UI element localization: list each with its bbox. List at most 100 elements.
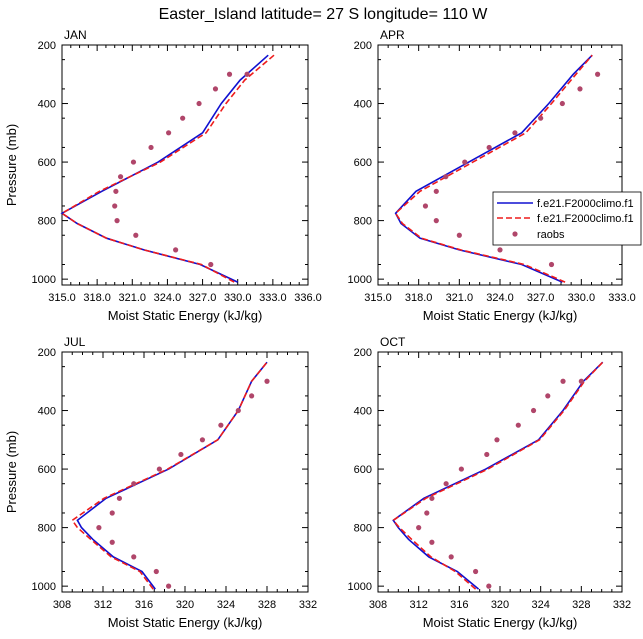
plot-frame bbox=[61, 351, 309, 593]
raobs-point bbox=[433, 188, 439, 194]
raobs-point bbox=[548, 261, 555, 268]
raobs-point bbox=[424, 510, 430, 516]
x-tick-label: 333.0 bbox=[259, 292, 287, 304]
x-axis-label: Moist Static Energy (kJ/kg) bbox=[423, 308, 578, 323]
y-tick-label: 600 bbox=[38, 157, 56, 169]
y-tick-label: 1000 bbox=[348, 274, 372, 286]
raobs-point bbox=[196, 100, 202, 107]
x-tick-label: 324 bbox=[217, 599, 235, 611]
raobs-point bbox=[114, 218, 120, 224]
raobs-point bbox=[112, 203, 118, 209]
raobs-point bbox=[113, 188, 119, 194]
x-tick-label: 312 bbox=[94, 599, 112, 611]
x-tick-label: 308 bbox=[53, 599, 71, 611]
raobs-point bbox=[264, 378, 270, 384]
x-tick-label: 332 bbox=[299, 599, 317, 611]
x-tick-label: 336.0 bbox=[294, 292, 322, 304]
raobs-point bbox=[512, 130, 518, 136]
legend-label: f.e21.F2000climo.f1 bbox=[537, 213, 634, 225]
x-tick-label: 324 bbox=[531, 599, 549, 611]
model2-line bbox=[60, 54, 275, 283]
raobs-point bbox=[226, 71, 233, 77]
raobs-point bbox=[212, 86, 219, 92]
y-axis-label: Pressure (mb) bbox=[4, 431, 19, 513]
x-tick-label: 324.0 bbox=[486, 292, 514, 304]
y-tick-label: 600 bbox=[38, 464, 56, 476]
legend: f.e21.F2000climo.f1 f.e21.F2000climo.f1 ra… bbox=[492, 191, 642, 246]
x-tick-label: 316 bbox=[135, 599, 153, 611]
x-tick-label: 330.0 bbox=[224, 292, 252, 304]
panel-apr: APR 315.0 318.0 321.0 324.0 327.0 330.0 333.0 20… bbox=[348, 28, 636, 323]
raobs-point bbox=[530, 407, 537, 414]
legend-swatch-marker bbox=[512, 231, 518, 237]
x-tick-label: 333.0 bbox=[608, 292, 636, 304]
panel-title: JUL bbox=[64, 335, 86, 349]
raobs-point bbox=[116, 495, 122, 501]
x-tick-label: 330.0 bbox=[568, 292, 596, 304]
panel-title: APR bbox=[380, 28, 405, 42]
raobs-point bbox=[429, 539, 435, 545]
y-tick-label: 200 bbox=[38, 347, 56, 359]
raobs-point bbox=[156, 466, 162, 472]
raobs-point bbox=[494, 437, 500, 443]
x-tick-label: 327.0 bbox=[527, 292, 555, 304]
y-tick-label: 800 bbox=[38, 216, 56, 228]
raobs-point bbox=[131, 554, 137, 560]
raobs-point bbox=[578, 378, 584, 384]
panels: JAN 315.0 318.0 321.0 324.0 327.0 330.0 333.0 33… bbox=[4, 28, 636, 630]
raobs-point bbox=[109, 539, 115, 545]
legend-label: f.e21.F2000climo.f1 bbox=[537, 198, 634, 210]
x-tick-label: 320 bbox=[491, 599, 509, 611]
x-tick-label: 312 bbox=[409, 599, 427, 611]
raobs-point bbox=[456, 232, 462, 238]
y-tick-label: 400 bbox=[354, 99, 372, 111]
x-tick-label: 320 bbox=[176, 599, 194, 611]
model2-line bbox=[394, 54, 593, 283]
model2-line bbox=[392, 361, 604, 590]
x-tick-label: 327.0 bbox=[189, 292, 217, 304]
raobs-point bbox=[153, 568, 159, 575]
raobs-point bbox=[497, 247, 503, 253]
raobs-point bbox=[458, 466, 464, 472]
y-tick-label: 400 bbox=[354, 406, 372, 418]
plot-frame bbox=[377, 351, 623, 593]
y-tick-label: 400 bbox=[38, 406, 56, 418]
raobs-point bbox=[559, 100, 565, 107]
plot-frame bbox=[61, 44, 309, 286]
panel-title: OCT bbox=[380, 335, 406, 349]
panel-jul: JUL 308 312 316 320 324 328 332 200 400 600 800 1000… bbox=[4, 335, 317, 630]
raobs-point bbox=[208, 261, 214, 268]
raobs-point bbox=[148, 144, 154, 151]
x-tick-label: 318.0 bbox=[405, 292, 433, 304]
y-tick-label: 1000 bbox=[32, 274, 56, 286]
x-axis-label: Moist Static Energy (kJ/kg) bbox=[108, 615, 263, 630]
y-tick-label: 800 bbox=[38, 523, 56, 535]
panel-jan: JAN 315.0 318.0 321.0 324.0 327.0 330.0 333.0 33… bbox=[4, 28, 322, 323]
y-tick-label: 200 bbox=[354, 347, 372, 359]
raobs-point bbox=[180, 115, 186, 121]
raobs-point bbox=[416, 525, 422, 531]
x-tick-label: 315.0 bbox=[364, 292, 392, 304]
raobs-point bbox=[429, 495, 435, 501]
raobs-point bbox=[130, 159, 137, 165]
raobs-point bbox=[473, 568, 479, 575]
x-tick-label: 328 bbox=[258, 599, 276, 611]
raobs-point bbox=[235, 407, 241, 414]
raobs-point bbox=[443, 481, 449, 487]
raobs-point bbox=[577, 86, 583, 92]
raobs-point bbox=[131, 481, 137, 487]
y-tick-label: 200 bbox=[38, 40, 56, 52]
raobs-point bbox=[462, 159, 468, 165]
x-axis-label: Moist Static Energy (kJ/kg) bbox=[108, 308, 263, 323]
y-axis-label: Pressure (mb) bbox=[4, 124, 19, 206]
model2-line bbox=[71, 361, 268, 590]
panel-title: JAN bbox=[64, 28, 87, 42]
x-tick-label: 318.0 bbox=[83, 292, 111, 304]
panel-oct: OCT 308 312 316 320 324 328 332 200 400 600 800 1000… bbox=[348, 335, 632, 630]
raobs-point bbox=[166, 130, 172, 136]
raobs-point bbox=[178, 451, 184, 458]
raobs-point bbox=[486, 144, 492, 151]
raobs-point bbox=[422, 203, 429, 209]
raobs-point bbox=[545, 393, 551, 399]
